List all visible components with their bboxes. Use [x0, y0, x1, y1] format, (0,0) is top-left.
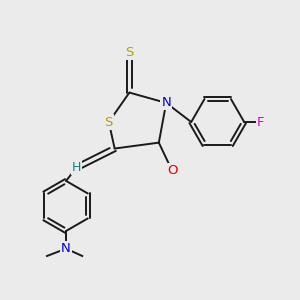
Text: S: S [105, 116, 113, 128]
Text: N: N [161, 96, 171, 110]
Text: N: N [61, 242, 71, 255]
Text: F: F [257, 116, 264, 128]
Text: O: O [167, 164, 177, 177]
Text: H: H [72, 161, 81, 174]
Text: S: S [125, 46, 134, 59]
